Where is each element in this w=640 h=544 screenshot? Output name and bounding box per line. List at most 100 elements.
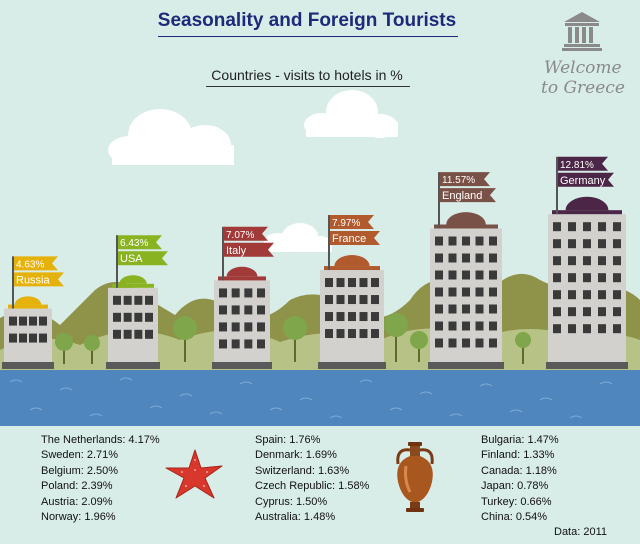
list-item: Spain: 1.76% <box>255 434 321 446</box>
window <box>568 239 576 249</box>
window <box>613 239 621 249</box>
flag-country <box>330 231 380 246</box>
window <box>325 312 333 322</box>
window <box>583 239 591 249</box>
window <box>568 307 576 317</box>
window <box>475 270 484 280</box>
dome <box>565 196 609 211</box>
flag-country <box>14 272 64 287</box>
flag-pole <box>222 226 224 281</box>
window <box>553 273 561 283</box>
flag-country <box>118 251 168 266</box>
flag-value <box>330 215 374 230</box>
window <box>613 256 621 266</box>
window <box>29 316 37 326</box>
window <box>435 270 443 280</box>
list-item: Czech Republic: 1.58% <box>255 480 370 493</box>
window <box>489 253 497 263</box>
window <box>435 338 443 348</box>
window <box>462 253 470 263</box>
window <box>231 339 240 349</box>
window <box>568 222 576 232</box>
window <box>257 288 265 298</box>
building-base <box>106 362 160 369</box>
window <box>462 304 470 314</box>
window <box>359 312 368 322</box>
window <box>568 324 576 334</box>
welcome-text-line1: Welcome <box>544 58 622 78</box>
window <box>598 307 606 317</box>
dome-base <box>434 224 498 229</box>
flag-country <box>224 242 274 257</box>
temple-icon <box>562 12 602 51</box>
window <box>489 304 497 314</box>
window <box>134 312 143 322</box>
flag-country <box>558 172 614 187</box>
window <box>598 324 606 334</box>
window <box>325 295 333 305</box>
window <box>568 256 576 266</box>
building-bar: 12.81% Germany <box>546 156 628 369</box>
window <box>475 304 484 314</box>
flag-value <box>224 226 268 241</box>
window <box>244 339 253 349</box>
bar-category-label: USA <box>120 253 143 265</box>
bars: 4.63% Russia 6.43% USA 7.07% Italy 7.97% France… <box>2 156 628 369</box>
window <box>9 316 17 326</box>
list-item: Austria: 2.09% <box>41 495 113 508</box>
dome-base <box>552 210 622 215</box>
window <box>9 333 17 343</box>
building-base <box>546 362 628 369</box>
list-item: Switzerland: 1.63% <box>255 464 350 477</box>
window <box>583 256 591 266</box>
building-bar: 11.57% England <box>428 172 504 369</box>
building-base <box>428 362 504 369</box>
list-item: Canada: 1.18% <box>481 464 557 477</box>
window <box>568 290 576 300</box>
dome-base <box>324 266 380 271</box>
window <box>475 236 484 246</box>
window <box>475 338 484 348</box>
window <box>435 321 443 331</box>
window <box>553 307 561 317</box>
other-countries-column-2: Spain: 1.76% Denmark: 1.69% Switzerland:… <box>255 433 369 525</box>
flag-value <box>14 256 58 271</box>
window <box>244 288 253 298</box>
window <box>231 322 240 332</box>
window <box>583 273 591 283</box>
bar <box>548 214 626 362</box>
dome <box>226 266 258 277</box>
title-underline <box>158 36 458 37</box>
window <box>475 253 484 263</box>
other-countries-column-3: Bulgaria: 1.47% Finland: 1.33% Canada: 1… <box>481 433 559 525</box>
window <box>435 287 443 297</box>
list-item: The Netherlands: 4.17% <box>41 434 160 446</box>
window <box>257 339 265 349</box>
dome <box>14 296 42 305</box>
other-countries-panel <box>0 426 640 544</box>
bar-value-label: 12.81% <box>560 160 594 171</box>
window <box>583 222 591 232</box>
building-base <box>212 362 272 369</box>
window <box>39 333 47 343</box>
list-item: Poland: 2.39% <box>41 480 113 493</box>
bar-value-label: 4.63% <box>16 259 44 270</box>
list-item: Australia: 1.48% <box>255 511 336 524</box>
window <box>29 333 37 343</box>
window <box>462 270 470 280</box>
window <box>613 307 621 317</box>
subtitle-underline <box>206 86 410 87</box>
list-item: Turkey: 0.66% <box>481 495 552 508</box>
flag-country <box>440 188 496 203</box>
window <box>134 329 143 339</box>
window <box>462 287 470 297</box>
window <box>553 324 561 334</box>
window <box>371 329 379 339</box>
bar-category-label: Russia <box>16 274 51 286</box>
window <box>553 256 561 266</box>
bar-value-label: 11.57% <box>442 175 475 186</box>
window <box>113 329 121 339</box>
bar-category-label: Italy <box>226 245 247 257</box>
window <box>583 324 591 334</box>
